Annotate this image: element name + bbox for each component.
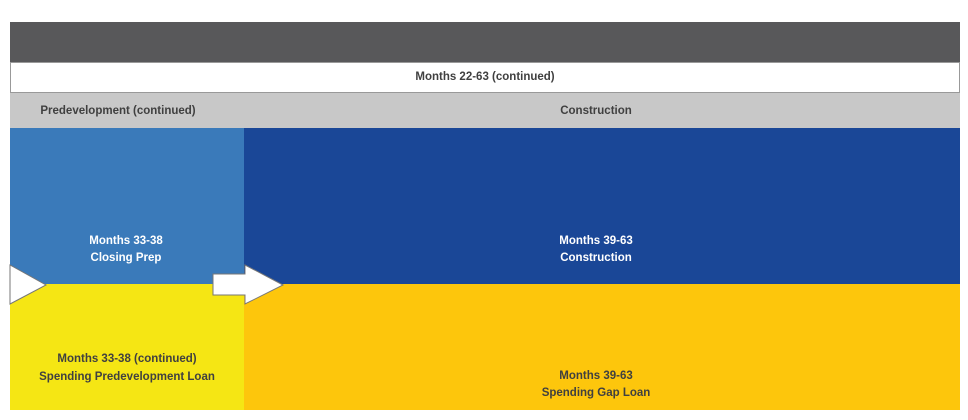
block-period: Months 39-63 (559, 370, 633, 382)
block (10, 284, 244, 410)
phase-label: Predevelopment (continued) (40, 105, 195, 117)
block (244, 128, 960, 284)
header-title: Months 22-63 (continued) (415, 71, 554, 83)
block-period: Months 33-38 (continued) (57, 353, 196, 365)
arrow (212, 264, 285, 305)
block-label: Construction (560, 252, 632, 264)
block-label: Closing Prep (91, 252, 162, 264)
header-row (10, 62, 960, 93)
arrow (9, 264, 48, 305)
block-label: Spending Gap Loan (542, 387, 651, 399)
block-period: Months 39-63 (559, 235, 633, 247)
block-period: Months 33-38 (89, 235, 163, 247)
phase-row (10, 93, 960, 128)
block-label: Spending Predevelopment Loan (39, 371, 215, 383)
phase-label: Construction (560, 105, 632, 117)
block (10, 128, 244, 284)
top-bar (10, 22, 960, 62)
block (244, 284, 960, 410)
